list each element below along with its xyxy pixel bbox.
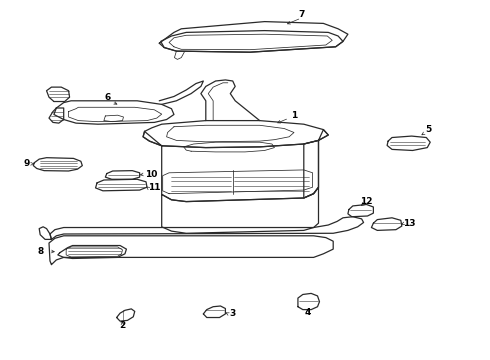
Text: 2: 2 (120, 321, 125, 330)
Text: 9: 9 (24, 159, 30, 168)
Text: 7: 7 (298, 10, 305, 19)
Text: 1: 1 (291, 111, 297, 120)
Text: 5: 5 (426, 125, 432, 134)
Text: 11: 11 (148, 183, 161, 192)
Text: 8: 8 (37, 247, 43, 256)
Text: 4: 4 (304, 308, 311, 317)
Text: 6: 6 (105, 94, 111, 103)
Text: 3: 3 (230, 310, 236, 319)
Text: 13: 13 (403, 219, 416, 228)
Text: 12: 12 (360, 197, 373, 206)
Text: 10: 10 (145, 170, 157, 179)
